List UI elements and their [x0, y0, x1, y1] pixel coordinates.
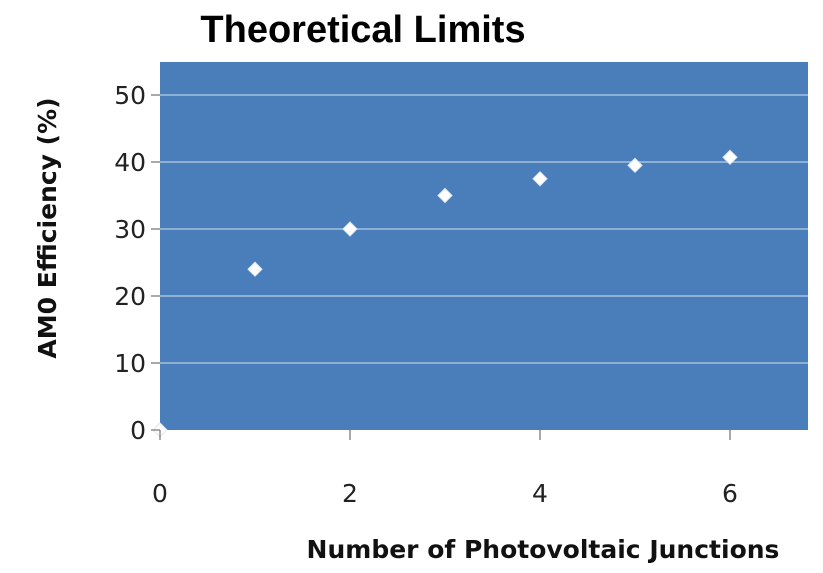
y-tick-label-50: 50 [114, 81, 146, 110]
y-tick-label-40: 40 [114, 148, 146, 177]
x-tick-label-4: 4 [532, 479, 548, 508]
y-tick-label-0: 0 [130, 416, 146, 445]
y-axis-ticks: 0 10 20 30 40 50 [114, 81, 160, 445]
data-point [247, 261, 263, 277]
chart-title: Theoretical Limits [200, 9, 525, 51]
x-axis-label: Number of Photovoltaic Junctions [307, 535, 780, 564]
y-tick-label-20: 20 [114, 282, 146, 311]
y-axis-label: AM0 Efficiency (%) [33, 97, 62, 358]
x-axis-ticks: 0 2 4 6 [152, 430, 738, 508]
data-point [722, 149, 738, 166]
y-tick-label-10: 10 [114, 349, 146, 378]
gridlines [160, 94, 808, 364]
plot-area [160, 62, 808, 430]
data-point [342, 221, 358, 237]
data-point [532, 171, 548, 187]
data-point [437, 187, 453, 204]
x-tick-label-0: 0 [152, 479, 168, 508]
x-tick-label-2: 2 [342, 479, 358, 508]
x-tick-label-6: 6 [722, 479, 738, 508]
data-point [627, 157, 643, 174]
y-tick-label-30: 30 [114, 215, 146, 244]
